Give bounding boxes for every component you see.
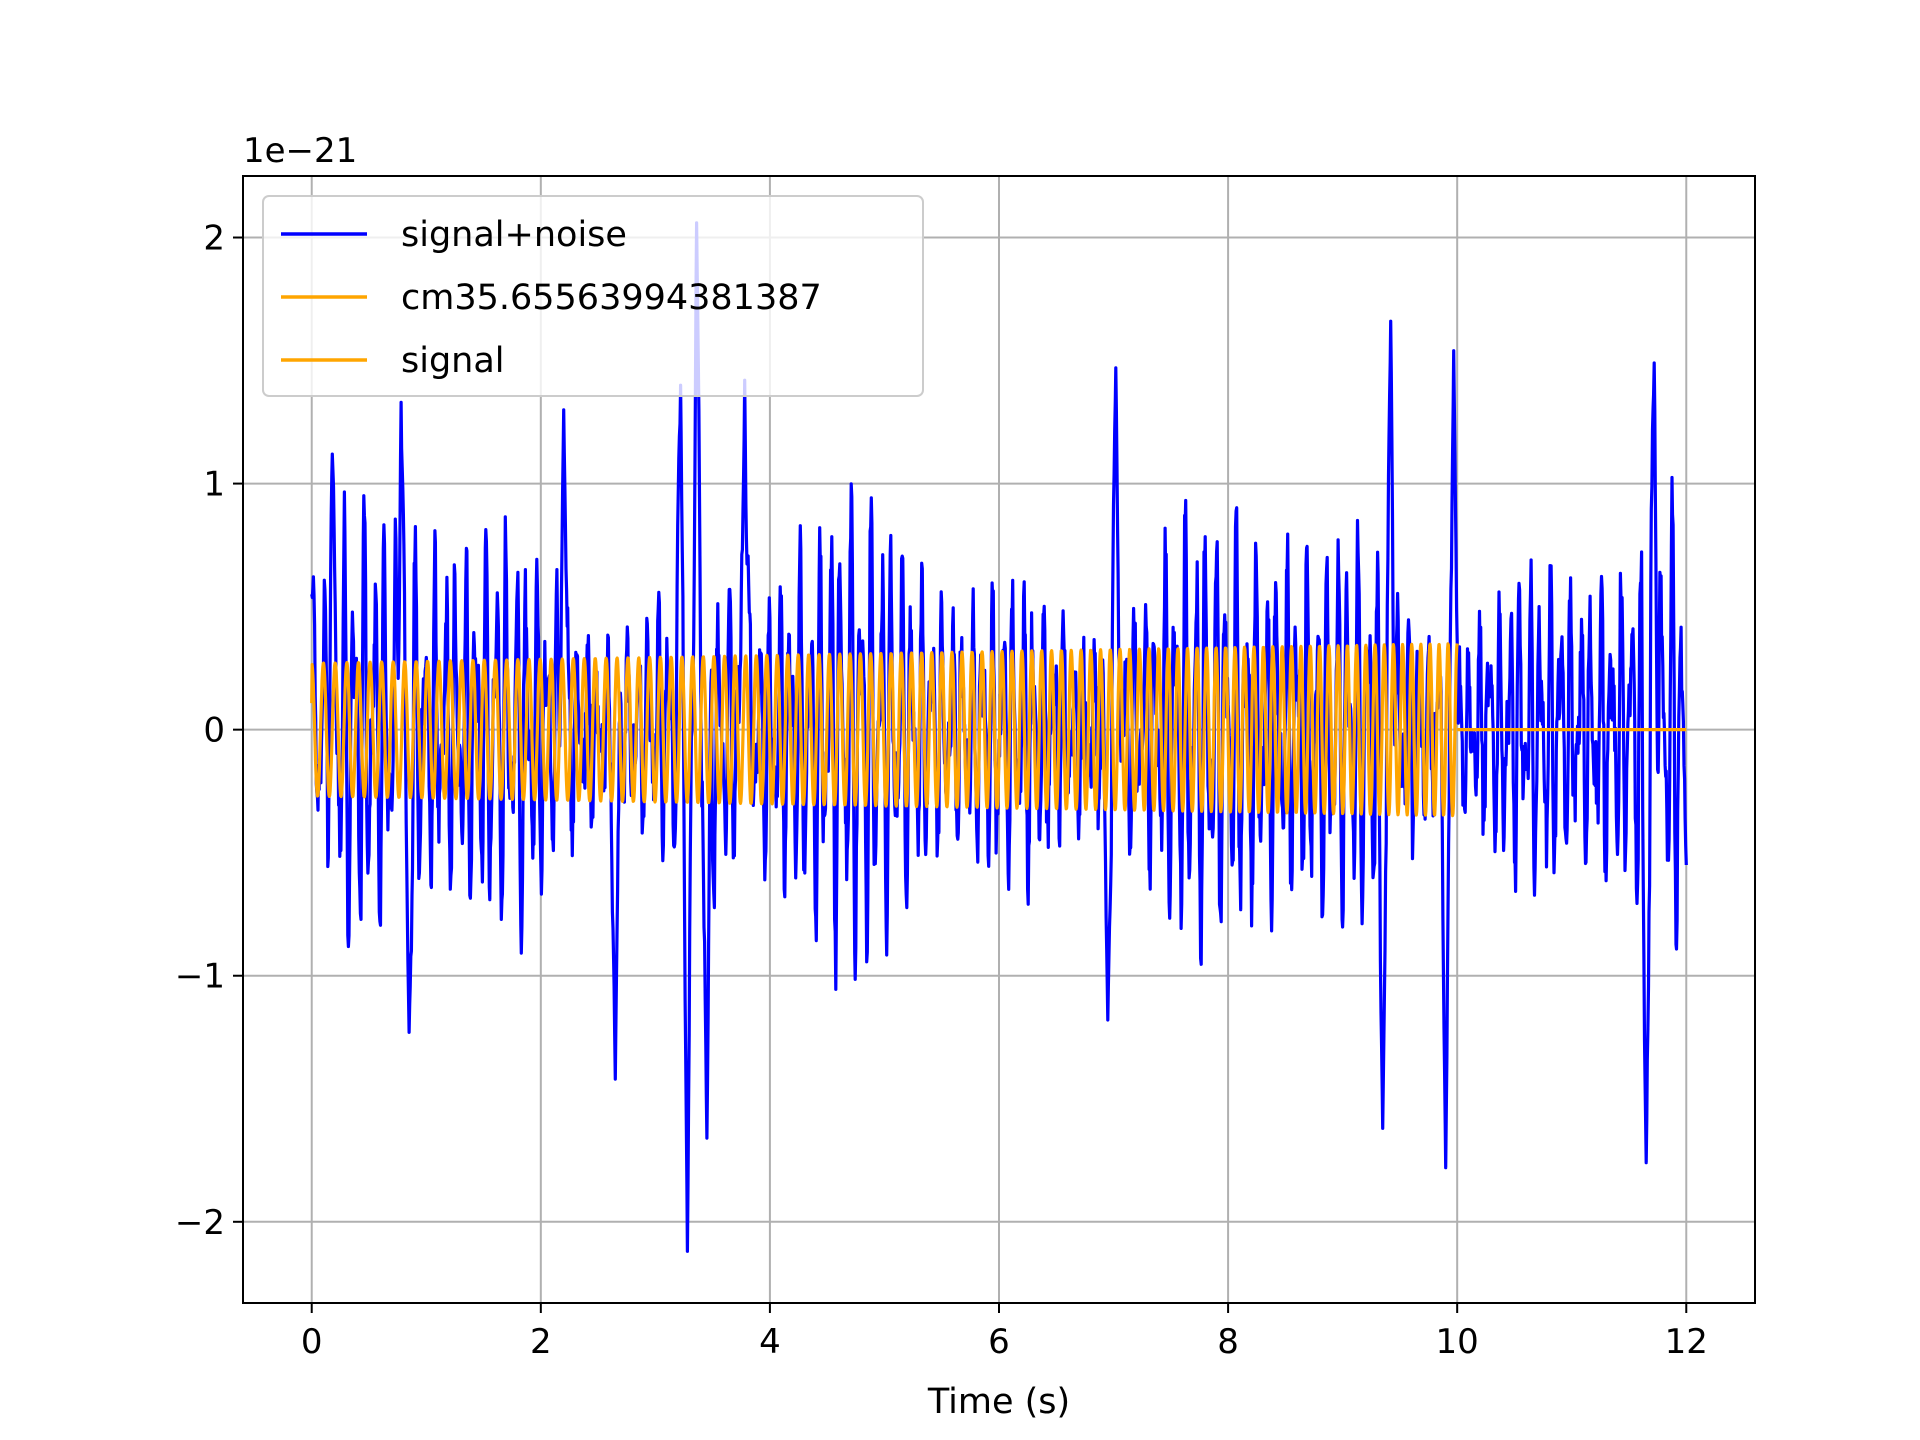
y-tick-label: −2 — [175, 1203, 225, 1243]
legend-label: signal+noise — [401, 215, 627, 255]
series-cm-line — [310, 642, 1459, 818]
series-lines — [310, 221, 1688, 1253]
x-axis-label: Time (s) — [927, 1382, 1070, 1422]
x-tick-label: 4 — [759, 1322, 781, 1362]
legend-label: cm35.65563994381387 — [401, 278, 822, 318]
x-tick-label: 2 — [530, 1322, 552, 1362]
y-tick-label: −1 — [175, 957, 225, 997]
y-tick-label: 2 — [203, 219, 225, 259]
legend: signal+noise cm35.65563994381387 signal — [262, 195, 924, 397]
x-tick-label: 0 — [301, 1322, 323, 1362]
y-tick-label: 0 — [203, 711, 225, 751]
x-tick-label: 8 — [1217, 1322, 1239, 1362]
x-tick-label: 6 — [988, 1322, 1010, 1362]
y-offset-label: 1e−21 — [243, 131, 357, 171]
y-tick-label: 1 — [203, 465, 225, 505]
legend-box — [262, 195, 924, 397]
x-tick-label: 12 — [1665, 1322, 1708, 1362]
x-tick-label: 10 — [1436, 1322, 1479, 1362]
legend-label: signal — [401, 341, 505, 381]
